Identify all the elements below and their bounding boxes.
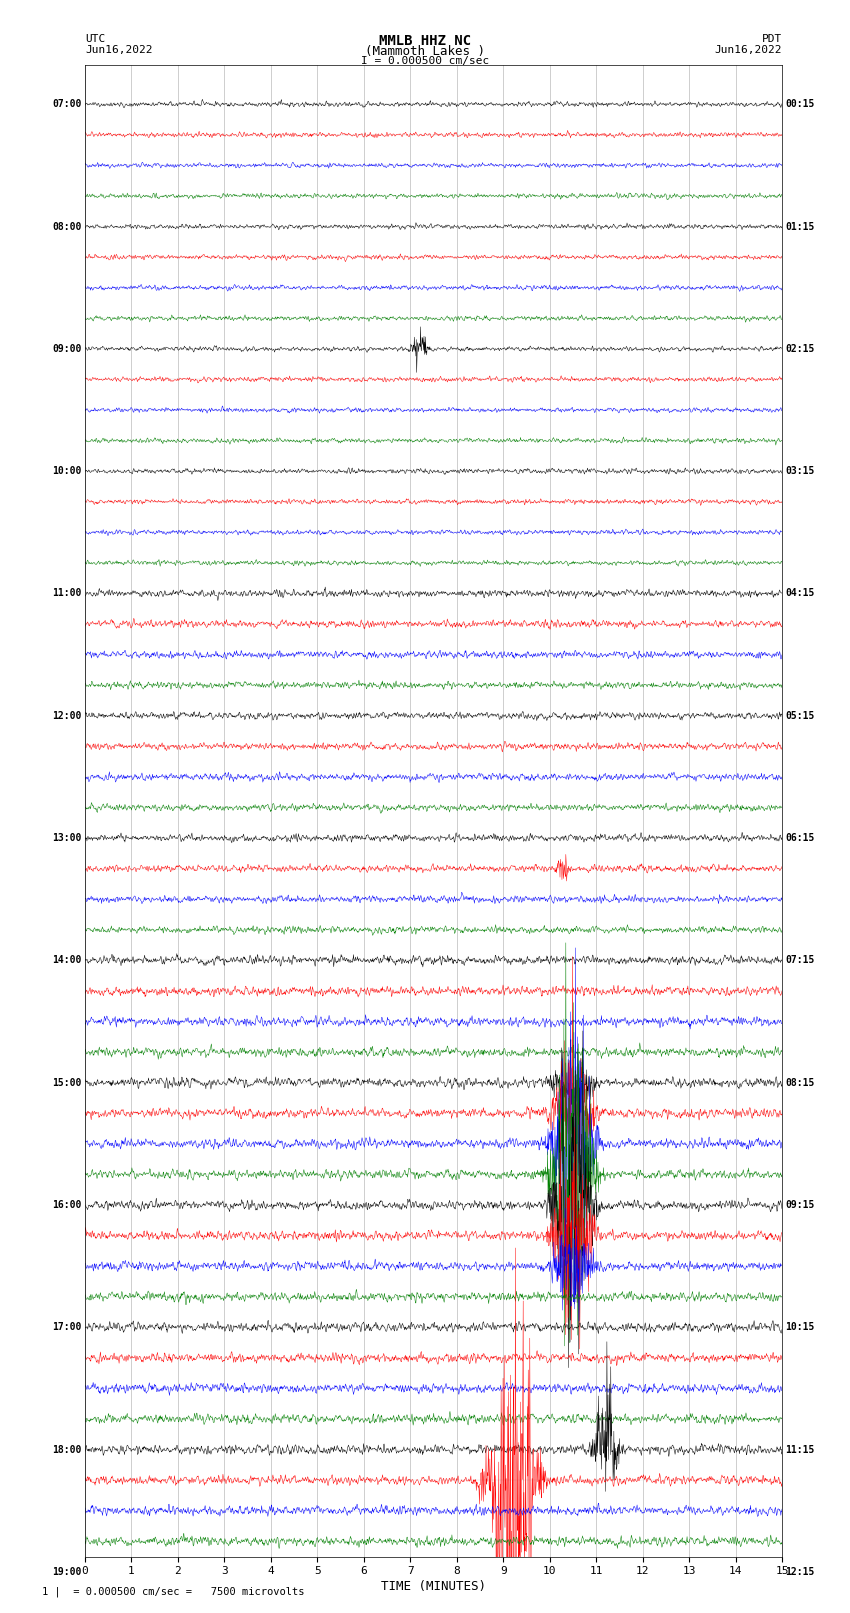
- Text: I = 0.000500 cm/sec: I = 0.000500 cm/sec: [361, 56, 489, 66]
- Text: 01:15: 01:15: [785, 221, 815, 232]
- Text: 12:00: 12:00: [52, 711, 82, 721]
- Text: 15:00: 15:00: [52, 1077, 82, 1087]
- Text: 07:00: 07:00: [52, 100, 82, 110]
- Text: 19:00: 19:00: [52, 1566, 82, 1578]
- Text: 04:15: 04:15: [785, 589, 815, 598]
- Text: 03:15: 03:15: [785, 466, 815, 476]
- Text: 17:00: 17:00: [52, 1323, 82, 1332]
- Text: PDT: PDT: [762, 34, 782, 44]
- Text: 08:00: 08:00: [52, 221, 82, 232]
- Text: UTC: UTC: [85, 34, 105, 44]
- Text: 12:15: 12:15: [785, 1566, 815, 1578]
- X-axis label: TIME (MINUTES): TIME (MINUTES): [381, 1581, 486, 1594]
- Text: 16:00: 16:00: [52, 1200, 82, 1210]
- Text: 13:00: 13:00: [52, 832, 82, 844]
- Text: 05:15: 05:15: [785, 711, 815, 721]
- Text: 08:15: 08:15: [785, 1077, 815, 1087]
- Text: 00:15: 00:15: [785, 100, 815, 110]
- Text: Jun16,2022: Jun16,2022: [715, 45, 782, 55]
- Text: 11:00: 11:00: [52, 589, 82, 598]
- Text: Jun16,2022: Jun16,2022: [85, 45, 152, 55]
- Text: 11:15: 11:15: [785, 1445, 815, 1455]
- Text: 10:00: 10:00: [52, 466, 82, 476]
- Text: 1 |  = 0.000500 cm/sec =   7500 microvolts: 1 | = 0.000500 cm/sec = 7500 microvolts: [42, 1586, 305, 1597]
- Text: 02:15: 02:15: [785, 344, 815, 353]
- Text: MMLB HHZ NC: MMLB HHZ NC: [379, 34, 471, 48]
- Text: (Mammoth Lakes ): (Mammoth Lakes ): [365, 45, 485, 58]
- Text: 14:00: 14:00: [52, 955, 82, 965]
- Text: 10:15: 10:15: [785, 1323, 815, 1332]
- Text: 09:00: 09:00: [52, 344, 82, 353]
- Text: 09:15: 09:15: [785, 1200, 815, 1210]
- Text: 06:15: 06:15: [785, 832, 815, 844]
- Text: 18:00: 18:00: [52, 1445, 82, 1455]
- Text: 07:15: 07:15: [785, 955, 815, 965]
